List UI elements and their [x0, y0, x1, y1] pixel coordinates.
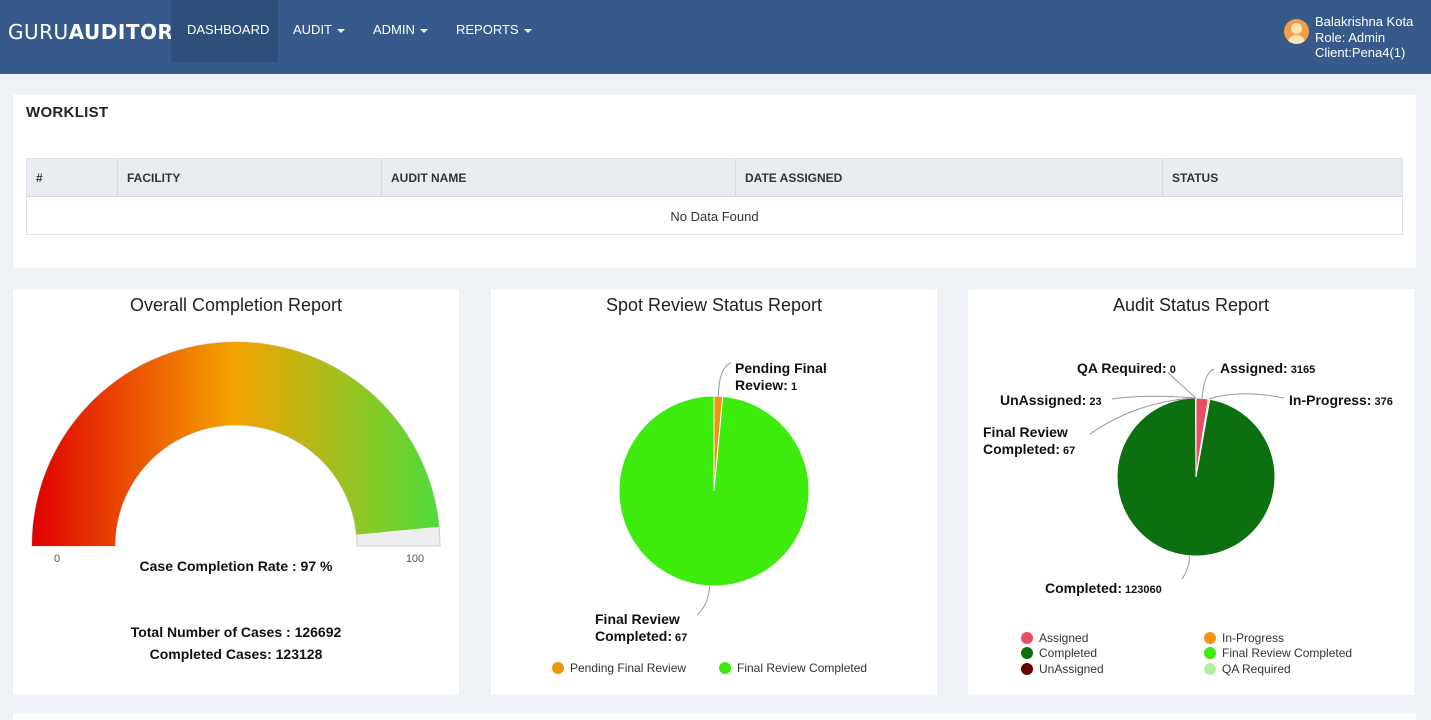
- column-header-number[interactable]: #: [27, 159, 118, 197]
- pie-data-label: Final Review: [595, 611, 680, 627]
- pie-data-label: Pending Final: [735, 360, 827, 376]
- legend-marker: [719, 662, 731, 674]
- column-header-audit-name[interactable]: AUDIT NAME: [382, 159, 736, 197]
- user-role: Role: Admin: [1315, 29, 1386, 45]
- label-connector: [696, 585, 711, 616]
- table-header: # FACILITY AUDIT NAME DATE ASSIGNED STAT…: [27, 159, 1402, 197]
- user-avatar-icon: [1284, 19, 1309, 44]
- column-header-facility[interactable]: FACILITY: [118, 159, 382, 197]
- nav-reports-label: REPORTS: [456, 22, 519, 37]
- gauge-summary-line: Total Number of Cases : 126692: [131, 624, 342, 640]
- legend-marker: [1021, 663, 1033, 675]
- user-info: Balakrishna Kota Role: Admin Client:Pena…: [1315, 14, 1413, 61]
- legend-marker: [1204, 647, 1216, 659]
- legend-label: Assigned: [1039, 631, 1088, 645]
- panel-title: Overall Completion Report: [129, 295, 343, 315]
- worklist-table: # FACILITY AUDIT NAME DATE ASSIGNED STAT…: [26, 158, 1403, 235]
- chevron-down-icon: [337, 28, 345, 33]
- footer-panel: [13, 713, 1416, 720]
- brand-logo[interactable]: GURUAUDITOR: [8, 20, 173, 44]
- legend-marker: [552, 662, 564, 674]
- overall-completion-panel: Overall Completion Report 0 100 Case Compl…: [13, 289, 459, 695]
- legend-marker: [1204, 632, 1216, 644]
- chevron-down-icon: [419, 28, 428, 33]
- label-connector: [717, 362, 732, 397]
- column-header-status[interactable]: STATUS: [1172, 171, 1219, 185]
- pie-data-label: UnAssigned: 23: [1000, 392, 1102, 408]
- gauge-value-arc: [32, 341, 440, 546]
- gauge-value-label: Case Completion Rate : 97 %: [140, 558, 333, 574]
- legend-label: Final Review Completed: [1222, 646, 1352, 660]
- label-connector: [1208, 393, 1285, 400]
- legend-marker: [1021, 632, 1033, 644]
- pie-data-label: Completed: 123060: [1045, 580, 1162, 596]
- pie-data-label: Final Review: [983, 424, 1068, 440]
- legend-label: Final Review Completed: [737, 661, 867, 675]
- worklist-title: WORKLIST: [26, 104, 109, 121]
- label-connector: [1089, 397, 1196, 435]
- worklist-panel: WORKLIST # FACILITY AUDIT NAME DATE ASSI…: [13, 95, 1416, 268]
- legend-label: QA Required: [1222, 662, 1291, 676]
- nav-dashboard-label: DASHBOARD: [187, 22, 270, 37]
- nav-dashboard[interactable]: DASHBOARD: [171, 0, 278, 62]
- gauge-summary-line: Completed Cases: 123128: [150, 646, 323, 662]
- legend-label: Pending Final Review: [570, 661, 686, 675]
- brand-text-light: GURU: [8, 20, 69, 44]
- column-header-date-assigned[interactable]: DATE ASSIGNED: [736, 159, 1163, 197]
- pie-data-label: QA Required: 0: [1077, 360, 1176, 376]
- pie-data-label: Completed: 67: [983, 441, 1075, 457]
- brand-text-bold: AUDITOR: [68, 20, 174, 44]
- gauge-min-label: 0: [54, 553, 60, 565]
- spot-review-panel: Spot Review Status Report Pending Final R…: [491, 289, 937, 695]
- panel-title: Spot Review Status Report: [605, 295, 823, 315]
- nav-audit-label: AUDIT: [293, 22, 332, 37]
- pie-data-label: Assigned: 3165: [1220, 360, 1315, 376]
- gauge-chart: 0 100 Case Completion Rate : 97 % Total Num…: [31, 341, 441, 662]
- audit-status-panel: Audit Status Report Assigned: 3165 In-Pro…: [968, 289, 1414, 695]
- label-connector: [1181, 555, 1190, 580]
- pie-data-label: Review: 1: [735, 377, 797, 393]
- nav-admin[interactable]: ADMIN: [357, 0, 444, 62]
- legend-label: UnAssigned: [1039, 662, 1104, 676]
- pie-slice: [618, 395, 810, 587]
- chevron-down-icon: [523, 28, 532, 33]
- pie-data-label: In-Progress: 376: [1289, 392, 1393, 408]
- legend-marker: [1204, 663, 1216, 675]
- user-name: Balakrishna Kota: [1315, 14, 1414, 29]
- gauge-max-label: 100: [406, 553, 424, 565]
- empty-table-message: No Data Found: [670, 209, 759, 224]
- label-connector: [1201, 368, 1215, 399]
- legend-marker: [1021, 647, 1033, 659]
- panel-title: Audit Status Report: [1112, 295, 1270, 315]
- label-connector: [1111, 395, 1196, 400]
- pie-chart: Assigned: 3165 In-Progress: 376 Completed:…: [983, 360, 1393, 676]
- legend-label: In-Progress: [1222, 631, 1284, 645]
- legend-label: Completed: [1039, 646, 1097, 660]
- nav-admin-label: ADMIN: [373, 22, 415, 37]
- nav-audit[interactable]: AUDIT: [277, 0, 361, 62]
- user-client: Client:Pena4(1): [1315, 45, 1406, 60]
- nav-reports[interactable]: REPORTS: [440, 0, 548, 62]
- top-navbar: GURUAUDITOR DASHBOARD AUDIT ADMIN REPORT…: [0, 0, 1431, 74]
- label-connector: [1167, 371, 1197, 399]
- pie-data-label: Completed: 67: [595, 628, 687, 644]
